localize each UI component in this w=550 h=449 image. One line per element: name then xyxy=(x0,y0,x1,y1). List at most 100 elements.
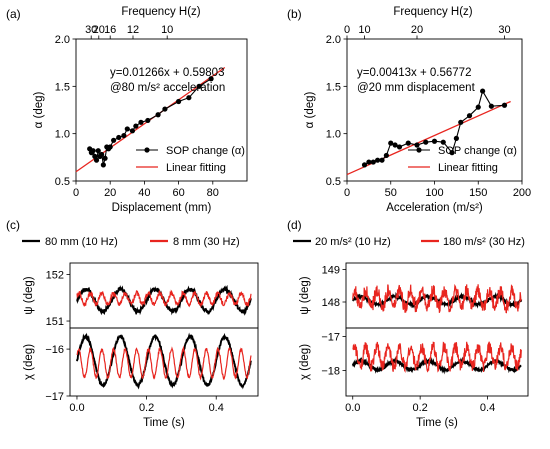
x-tick-label: 0.0 xyxy=(69,402,84,414)
sop-point xyxy=(116,134,122,141)
y-tick-label: −16 xyxy=(45,344,64,356)
sop-point xyxy=(100,162,106,168)
y-tick-label: −18 xyxy=(321,366,340,378)
sop-point xyxy=(155,112,161,118)
fit-condition-a: @80 m/s² acceleration xyxy=(110,82,225,94)
x-tick-label: 0.4 xyxy=(480,402,495,414)
top-axis-label-b: Frequency H(z) xyxy=(393,6,472,18)
legend-label-sop: SOP change (α) xyxy=(166,145,245,157)
top-tick-label: 10 xyxy=(161,24,173,36)
sop-point xyxy=(133,123,139,129)
legend-label: 80 mm (10 Hz) xyxy=(45,236,118,248)
sop-point xyxy=(375,157,381,163)
legend-label: 8 mm (30 Hz) xyxy=(173,236,240,248)
x-tick-label: 0 xyxy=(344,187,350,199)
legend-marker-sop xyxy=(416,147,422,153)
sop-point xyxy=(162,106,168,112)
sop-point xyxy=(102,155,108,161)
chart-d: (d) 20 m/s² (10 Hz) 180 m/s² (30 Hz) 148 149… xyxy=(287,218,529,429)
sop-point xyxy=(449,150,455,156)
sop-point xyxy=(99,151,105,158)
y-tick-label: 148 xyxy=(322,297,340,309)
legend-label-fit: Linear fitting xyxy=(438,162,498,174)
y-tick-label: −17 xyxy=(45,391,64,403)
y-tick-label: 1.5 xyxy=(55,81,70,93)
series-trace xyxy=(76,289,252,309)
sop-point xyxy=(138,119,144,125)
x-axis-label-a: Displacement (mm) xyxy=(112,202,212,214)
legend-label-sop: SOP change (α) xyxy=(438,145,517,157)
sop-point xyxy=(107,144,113,150)
x-axis-label-c: Time (s) xyxy=(143,417,185,429)
top-tick-label: 30 xyxy=(498,24,510,36)
y-axis-label: ψ (deg) xyxy=(299,276,311,314)
sop-point xyxy=(90,148,96,154)
legend-marker-sop xyxy=(144,147,150,153)
sop-point xyxy=(396,144,403,150)
sop-point xyxy=(124,126,130,132)
top-tick-label: 12 xyxy=(127,24,139,36)
y-axis-label: χ (deg) xyxy=(299,344,311,380)
sop-point xyxy=(176,98,182,105)
x-tick-label: 150 xyxy=(469,187,487,199)
x-tick-label: 20 xyxy=(104,187,116,199)
top-tick-label: 30 xyxy=(85,24,97,36)
series-trace xyxy=(352,341,522,374)
series-trace xyxy=(76,345,252,381)
subplot-frame xyxy=(69,327,259,397)
x-axis-label-b: Acceleration (m/s²) xyxy=(386,202,483,214)
x-axis-label-d: Time (s) xyxy=(416,417,458,429)
x-tick-label: 100 xyxy=(425,187,443,199)
sop-point xyxy=(475,104,481,110)
y-tick-label: 1.5 xyxy=(326,81,341,93)
panel-label-c: (c) xyxy=(6,218,20,232)
top-tick-label: 0 xyxy=(344,24,350,36)
x-tick-label: 200 xyxy=(513,187,531,199)
sop-point xyxy=(361,162,368,168)
sop-point xyxy=(186,95,192,101)
plot-frame-a xyxy=(75,38,248,182)
sop-point xyxy=(95,148,101,154)
y-tick-label: 151 xyxy=(46,316,64,328)
legend-label: 180 m/s² (30 Hz) xyxy=(443,236,525,248)
y-axis-label-b: α (deg) xyxy=(304,91,316,128)
sop-point xyxy=(488,103,494,109)
sop-point xyxy=(440,139,446,145)
x-tick-label: 0.2 xyxy=(139,402,154,414)
y-tick-label: 0.5 xyxy=(55,176,70,188)
y-axis-label: ψ (deg) xyxy=(23,276,35,314)
sop-point xyxy=(458,119,464,125)
sop-point xyxy=(366,159,372,165)
chart-a: (a) Frequency H(z) 0 20 40 60 80 0.5 1.0 1.5 2.0 30… xyxy=(6,6,248,214)
y-tick-label: 2.0 xyxy=(326,34,341,46)
sop-point xyxy=(145,117,151,124)
legend-label-fit: Linear fitting xyxy=(166,162,226,174)
fit-condition-b: @20 mm displacement xyxy=(357,82,476,94)
top-tick-label: 20 xyxy=(411,24,423,36)
subplot-frame xyxy=(345,327,529,397)
sop-point xyxy=(196,83,202,89)
panel-label-b: (b) xyxy=(287,7,302,21)
sop-point xyxy=(480,88,486,94)
x-tick-label: 60 xyxy=(172,187,184,199)
x-tick-label: 80 xyxy=(207,187,219,199)
y-tick-label: 1.0 xyxy=(326,129,341,141)
top-tick-label: 10 xyxy=(358,24,370,36)
x-tick-label: 0 xyxy=(73,187,79,199)
y-axis-label: χ (deg) xyxy=(23,344,35,380)
y-tick-label: −17 xyxy=(321,332,340,344)
y-axis-label-a: α (deg) xyxy=(33,91,45,128)
sop-point xyxy=(466,113,473,119)
y-tick-label: 149 xyxy=(322,265,340,277)
sop-point xyxy=(405,140,411,146)
sop-point xyxy=(129,128,136,134)
fit-equation-a: y=0.01266x + 0.59803 xyxy=(110,67,224,79)
y-tick-label: 2.0 xyxy=(55,34,70,46)
sop-point xyxy=(501,102,508,108)
x-tick-label: 0.0 xyxy=(345,402,360,414)
x-tick-label: 40 xyxy=(138,187,150,199)
fit-equation-b: y=0.00413x + 0.56772 xyxy=(357,67,471,79)
x-tick-label: 0.4 xyxy=(209,402,224,414)
series-trace xyxy=(352,283,522,314)
